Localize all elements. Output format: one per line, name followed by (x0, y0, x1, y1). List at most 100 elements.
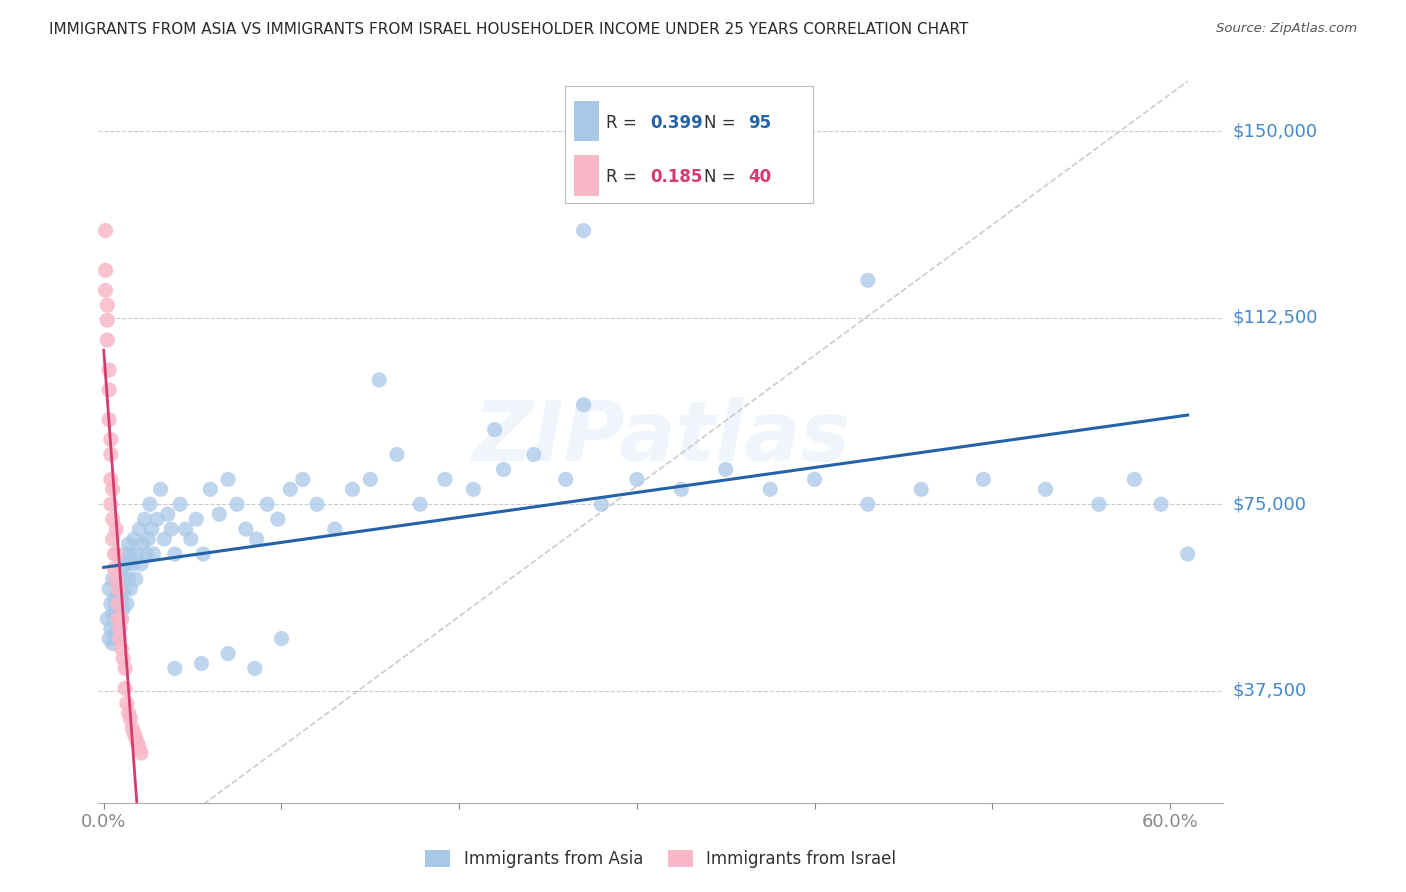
Point (107, 612, 129, 626)
Point (803, 472, 825, 486)
Point (463, 483, 485, 497)
Point (110, 591, 132, 606)
Point (108, 632, 131, 646)
Point (129, 746, 152, 760)
Point (100, 448, 122, 462)
Point (128, 522, 150, 536)
Point (110, 612, 132, 626)
Point (270, 632, 292, 646)
Point (759, 483, 782, 497)
Point (98, 412, 121, 426)
Point (409, 497, 432, 511)
Point (146, 512, 169, 526)
Point (112, 601, 135, 615)
Point (117, 706, 139, 721)
Point (100, 622, 122, 636)
Point (103, 591, 125, 606)
Point (174, 522, 197, 536)
FancyBboxPatch shape (565, 86, 813, 203)
Point (114, 547, 136, 561)
Point (98, 363, 121, 377)
Point (110, 612, 132, 626)
Point (291, 472, 314, 486)
Point (193, 547, 215, 561)
Text: 0.185: 0.185 (651, 169, 703, 186)
Point (101, 607, 124, 621)
Point (112, 572, 135, 586)
Point (554, 472, 576, 486)
Point (156, 507, 179, 521)
Point (433, 472, 456, 486)
Point (141, 522, 163, 536)
Point (342, 483, 364, 497)
Text: Source: ZipAtlas.com: Source: ZipAtlas.com (1216, 22, 1357, 36)
Point (101, 572, 124, 586)
Point (105, 547, 128, 561)
Point (626, 472, 648, 486)
Text: $150,000: $150,000 (1232, 122, 1317, 140)
Point (94, 283, 117, 297)
Point (103, 612, 125, 626)
Point (153, 532, 176, 546)
Point (359, 472, 381, 486)
Point (572, 224, 595, 238)
Point (235, 522, 257, 536)
Text: N =: N = (703, 113, 741, 131)
Point (107, 582, 129, 596)
Point (107, 597, 129, 611)
Point (169, 497, 191, 511)
Point (129, 557, 152, 571)
Text: $37,500: $37,500 (1232, 681, 1306, 700)
Point (100, 472, 122, 486)
Point (492, 462, 515, 476)
Point (120, 582, 142, 596)
Point (115, 696, 138, 710)
Point (572, 398, 595, 412)
Point (125, 731, 148, 745)
Point (163, 661, 186, 675)
Point (226, 497, 249, 511)
Point (217, 647, 239, 661)
Point (110, 562, 132, 576)
Text: R =: R = (606, 113, 641, 131)
Point (96, 313, 118, 327)
Point (128, 741, 150, 756)
Point (127, 547, 149, 561)
Point (108, 622, 131, 636)
Point (105, 632, 128, 646)
Text: $75,000: $75,000 (1232, 495, 1306, 513)
Point (139, 497, 162, 511)
Point (217, 472, 239, 486)
Point (120, 711, 142, 725)
Point (120, 547, 142, 561)
Point (107, 597, 129, 611)
Text: $112,500: $112,500 (1232, 309, 1317, 326)
Point (98, 632, 121, 646)
Point (121, 557, 143, 571)
Point (108, 622, 131, 636)
Point (368, 373, 391, 387)
Point (105, 522, 128, 536)
Point (100, 433, 122, 447)
Point (98, 582, 121, 596)
Point (1035, 483, 1057, 497)
Point (110, 641, 132, 656)
Point (114, 582, 136, 596)
Point (1150, 497, 1173, 511)
Point (94, 263, 117, 277)
Point (101, 532, 124, 546)
Point (523, 448, 546, 462)
Point (105, 572, 128, 586)
Point (122, 532, 145, 546)
Point (127, 736, 149, 750)
Point (101, 483, 124, 497)
Point (856, 497, 879, 511)
Point (117, 572, 139, 586)
Point (278, 483, 301, 497)
Point (149, 483, 172, 497)
Point (96, 612, 118, 626)
Text: 95: 95 (748, 113, 772, 131)
Point (101, 512, 124, 526)
Point (103, 562, 125, 576)
Point (107, 587, 129, 601)
